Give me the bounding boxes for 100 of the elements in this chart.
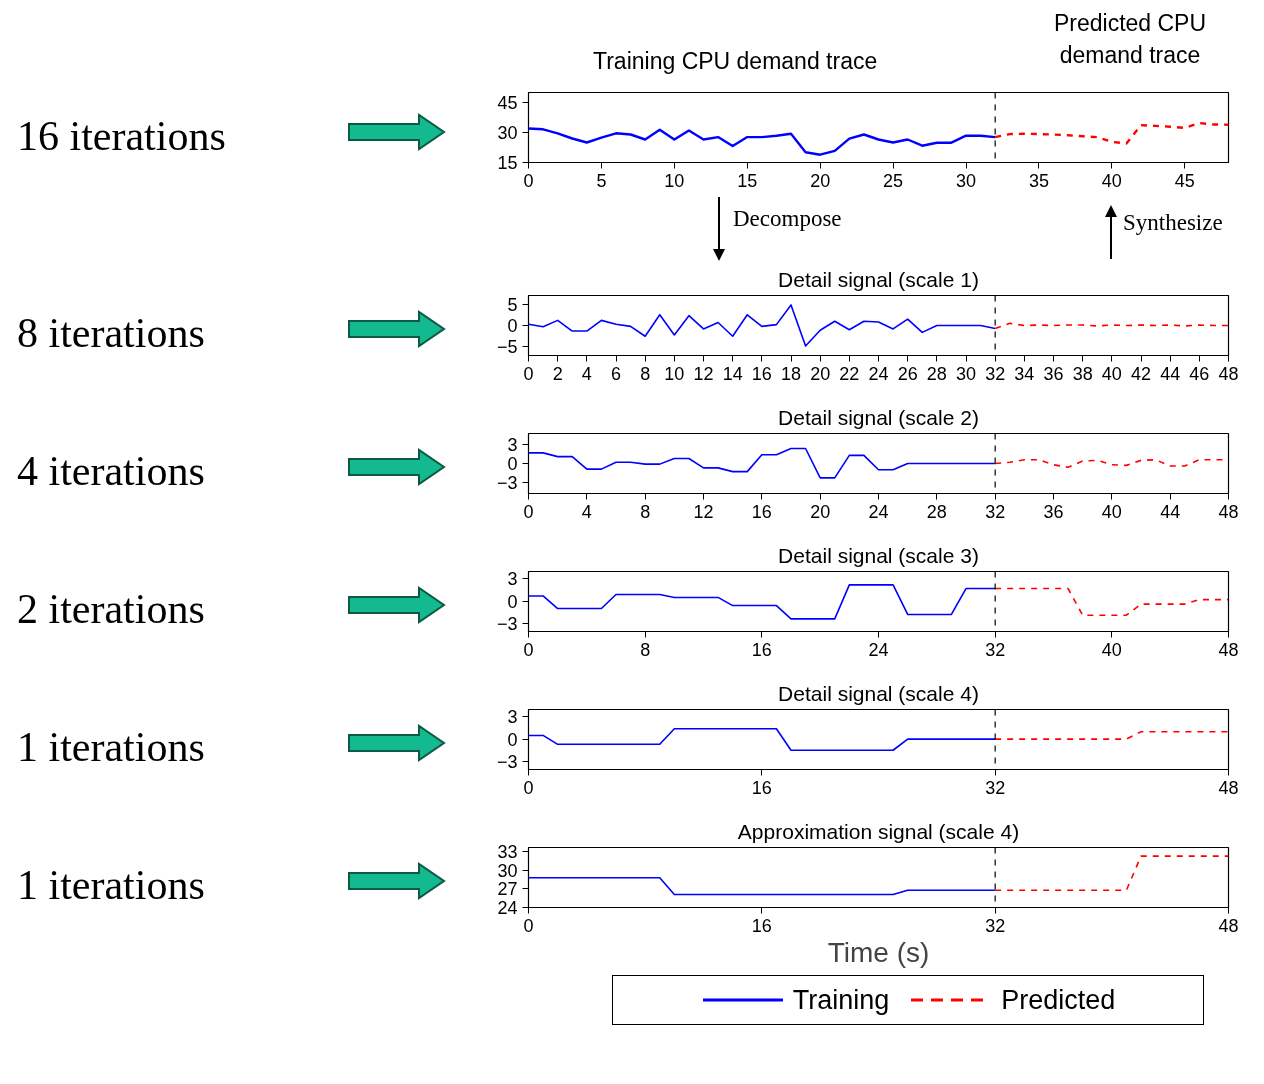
- x-tick-label: 32: [985, 501, 1006, 522]
- x-tick-label: 28: [926, 363, 947, 384]
- y-tick-label: 0: [507, 454, 518, 474]
- x-tick-label: 38: [1072, 363, 1093, 384]
- text: Synthesize: [1123, 209, 1223, 237]
- x-tick-label: 26: [897, 363, 918, 384]
- x-tick-label: 2: [552, 363, 563, 384]
- x-tick-label: 0: [523, 363, 534, 384]
- x-tick-label: 14: [722, 363, 743, 384]
- x-tick-label: 40: [1101, 170, 1122, 191]
- x-tick-label: 16: [751, 501, 772, 522]
- y-tick-label: 5: [507, 294, 518, 315]
- x-tick-label: 44: [1160, 501, 1181, 522]
- x-tick-label: 48: [1218, 363, 1239, 384]
- line-series: [994, 587, 1229, 616]
- x-tick-label: 34: [1014, 363, 1035, 384]
- text: Training CPU demand trace: [593, 47, 878, 76]
- y-tick-label: 3: [507, 707, 518, 728]
- x-tick-label: 16: [751, 777, 772, 798]
- x-tick-label: 32: [985, 915, 1006, 936]
- text: 8 iterations: [17, 309, 205, 358]
- x-tick-label: 35: [1028, 170, 1049, 191]
- x-tick-label: 5: [596, 170, 607, 191]
- x-tick-label: 6: [610, 363, 622, 384]
- y-tick-label: −3: [496, 472, 518, 493]
- x-tick-label: 16: [751, 915, 772, 936]
- y-tick-label: 0: [507, 316, 518, 336]
- x-tick-label: 15: [737, 170, 758, 191]
- x-tick-label: 4: [581, 363, 592, 384]
- x-tick-label: 44: [1160, 363, 1181, 384]
- x-tick-label: 40: [1101, 501, 1122, 522]
- x-tick-label: 32: [985, 639, 1006, 660]
- line-series: [528, 304, 996, 347]
- y-tick-label: 33: [497, 842, 518, 863]
- y-tick-label: −5: [496, 337, 518, 358]
- y-tick-label: −3: [496, 613, 518, 634]
- x-tick-label: 12: [693, 363, 714, 384]
- chart-title: Detail signal (scale 3): [778, 543, 979, 567]
- chart-title: Detail signal (scale 4): [778, 681, 979, 705]
- line-series: [528, 127, 997, 156]
- y-tick-label: −3: [496, 751, 518, 772]
- y-tick-label: 24: [497, 898, 518, 918]
- legend-label: Predicted: [1001, 983, 1116, 1017]
- text: Decompose: [733, 205, 842, 233]
- x-tick-label: 0: [523, 501, 534, 522]
- x-tick-label: 16: [751, 639, 772, 660]
- x-tick-label: 30: [955, 363, 977, 384]
- y-tick-label: 27: [497, 879, 518, 900]
- y-tick-label: 3: [507, 569, 518, 590]
- y-tick-label: 3: [507, 435, 518, 456]
- y-tick-label: 30: [497, 860, 518, 881]
- x-tick-label: 30: [955, 170, 977, 191]
- legend-label: Training: [792, 983, 890, 1017]
- x-tick-label: 40: [1101, 363, 1122, 384]
- text: 2 iterations: [17, 585, 205, 634]
- y-tick-label: 45: [497, 93, 518, 113]
- x-tick-label: 32: [985, 363, 1006, 384]
- x-tick-label: 36: [1043, 501, 1064, 522]
- x-tick-label: 42: [1130, 363, 1152, 384]
- x-tick-label: 48: [1218, 915, 1239, 936]
- line-series: [528, 447, 996, 479]
- x-tick-label: 40: [1101, 639, 1122, 660]
- text: 1 iterations: [17, 861, 205, 910]
- chart-title: Detail signal (scale 1): [778, 267, 979, 291]
- x-tick-label: 28: [926, 501, 947, 522]
- text: 1 iterations: [17, 723, 205, 772]
- y-tick-label: 30: [497, 123, 518, 143]
- x-tick-label: 16: [751, 363, 772, 384]
- x-tick-label: 20: [810, 170, 831, 191]
- x-tick-label: 22: [839, 363, 860, 384]
- x-tick-label: 8: [640, 501, 651, 522]
- x-tick-label: 0: [523, 915, 534, 936]
- x-tick-label: 10: [664, 363, 685, 384]
- x-tick-label: 25: [883, 170, 904, 191]
- y-tick-label: 0: [507, 591, 518, 612]
- x-tick-label: 36: [1043, 363, 1064, 384]
- x-tick-label: 0: [523, 777, 534, 798]
- line-series: [528, 584, 996, 620]
- x-tick-label: 48: [1218, 501, 1239, 522]
- text: 16 iterations: [17, 112, 226, 161]
- x-tick-label: 8: [640, 363, 651, 384]
- x-tick-label: 18: [780, 363, 802, 384]
- x-tick-label: 24: [868, 639, 889, 660]
- line-series: [993, 121, 1229, 145]
- x-axis-title: Time (s): [827, 936, 930, 968]
- line-series: [528, 727, 996, 752]
- x-tick-label: 8: [640, 639, 651, 660]
- x-tick-label: 20: [810, 501, 831, 522]
- x-tick-label: 45: [1174, 170, 1195, 191]
- text: Predicted CPU demand trace: [1052, 9, 1208, 70]
- x-tick-label: 12: [693, 501, 714, 522]
- x-tick-label: 20: [810, 363, 831, 384]
- text: 4 iterations: [17, 447, 205, 496]
- x-tick-label: 46: [1189, 363, 1210, 384]
- x-tick-label: 4: [581, 501, 592, 522]
- x-tick-label: 10: [664, 170, 685, 191]
- x-tick-label: 24: [868, 363, 889, 384]
- y-tick-label: 15: [497, 153, 518, 173]
- x-tick-label: 0: [523, 170, 534, 191]
- x-tick-label: 48: [1218, 639, 1239, 660]
